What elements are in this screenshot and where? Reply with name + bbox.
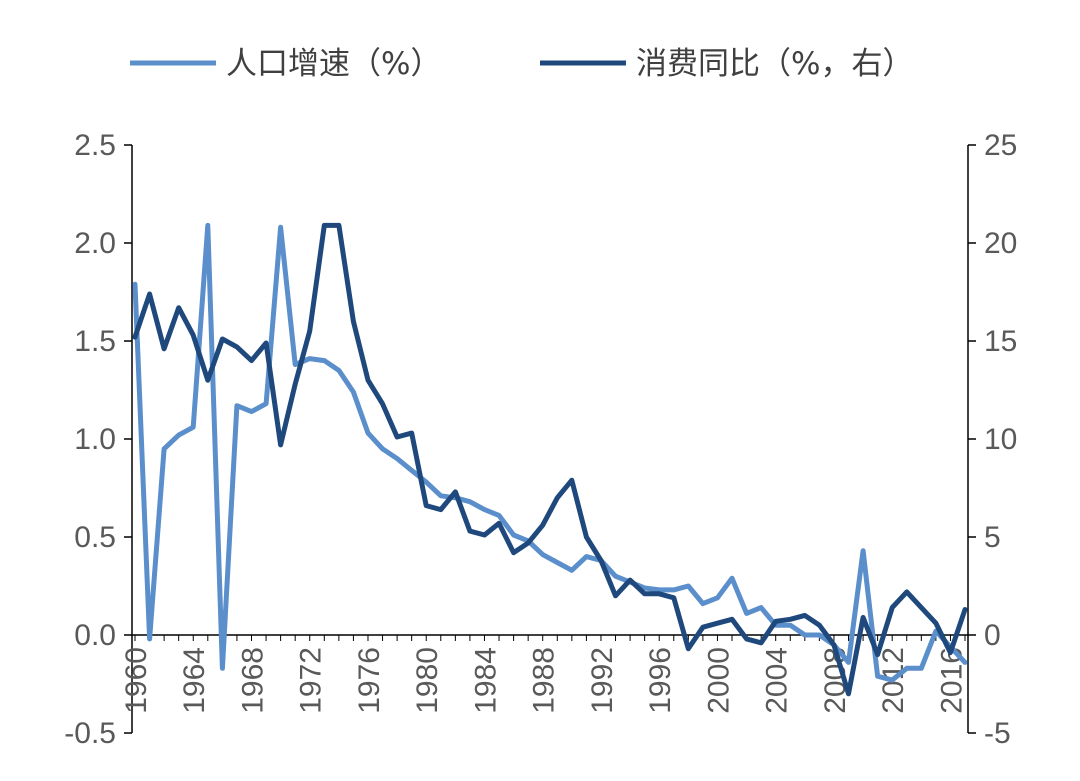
series-layer <box>132 222 968 697</box>
left-tick-label: 0.0 <box>74 619 116 652</box>
x-tick-label: 1996 <box>644 647 677 714</box>
right-tick-label: 25 <box>984 129 1017 162</box>
legend-label-population-growth: 人口增速（%） <box>226 46 441 82</box>
x-tick-label: 1972 <box>295 647 328 714</box>
x-tick-label: 1964 <box>178 647 211 714</box>
series-line-consumption-yoy <box>132 222 968 697</box>
right-tick-label: 5 <box>984 521 1001 554</box>
left-tick-label: -0.5 <box>64 717 116 750</box>
x-tick-label: 1968 <box>236 647 269 714</box>
right-tick-label: -5 <box>984 717 1011 750</box>
left-tick-label: 1.0 <box>74 423 116 456</box>
left-tick-label: 2.0 <box>74 227 116 260</box>
left-tick-label: 1.5 <box>74 325 116 358</box>
x-tick-label: 1980 <box>411 647 444 714</box>
x-tick-label: 1960 <box>120 647 153 714</box>
tick-labels: 2.5 2.0 1.5 1.0 0.5 0.0 -0.5 25 20 15 10 5 0 -5 1960 19… <box>64 129 1017 750</box>
series-line-population-growth <box>132 222 968 683</box>
x-tick-label: 1992 <box>586 647 619 714</box>
left-tick-label: 2.5 <box>74 129 116 162</box>
left-tick-label: 0.5 <box>74 521 116 554</box>
right-tick-label: 15 <box>984 325 1017 358</box>
axes <box>124 144 976 734</box>
x-tick-label: 2016 <box>935 647 968 714</box>
x-tick-label: 1976 <box>353 647 386 714</box>
x-tick-label: 2004 <box>761 647 794 714</box>
legend-label-consumption-yoy: 消费同比（%，右） <box>636 46 913 82</box>
right-tick-label: 20 <box>984 227 1017 260</box>
x-tick-label: 2000 <box>702 647 735 714</box>
x-tick-label: 1988 <box>528 647 561 714</box>
x-tick-label: 1984 <box>469 647 502 714</box>
right-tick-label: 0 <box>984 619 1001 652</box>
legend: 人口增速（%） 消费同比（%，右） <box>130 46 913 82</box>
right-tick-label: 10 <box>984 423 1017 456</box>
